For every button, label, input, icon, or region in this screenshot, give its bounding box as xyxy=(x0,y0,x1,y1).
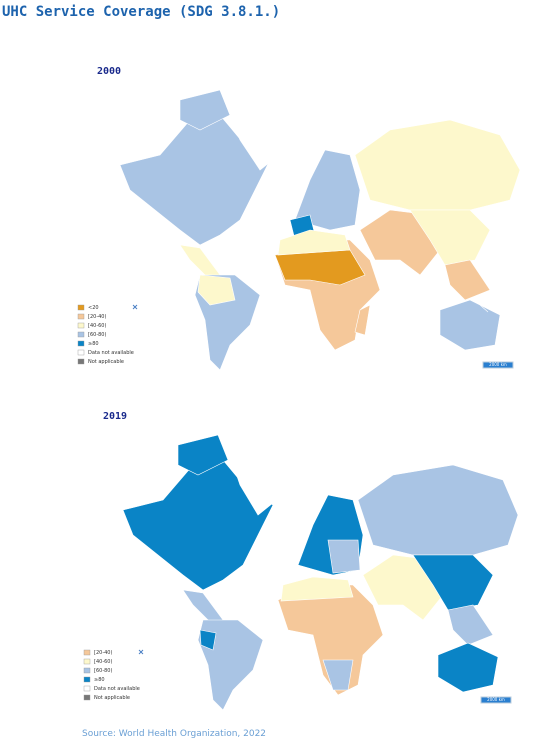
legend-swatch xyxy=(83,667,91,674)
source: Source: World Health Organization, 2022 xyxy=(82,729,267,739)
legend: <20 [20-40) [40-60) [60-80) ≥80 Data not avai… xyxy=(77,304,134,365)
legend-label: ≥80 xyxy=(88,341,99,347)
region xyxy=(412,554,494,611)
title: UHC Service Coverage (SDG 3.8.1.) xyxy=(2,4,281,20)
legend-swatch xyxy=(77,340,85,347)
region xyxy=(277,229,351,256)
region xyxy=(179,89,231,131)
region xyxy=(322,659,354,691)
region xyxy=(177,434,229,476)
region xyxy=(280,576,354,602)
close-icon[interactable] xyxy=(132,304,138,310)
scale-bar xyxy=(482,361,514,369)
region xyxy=(294,149,361,231)
region xyxy=(357,464,519,556)
close-icon[interactable] xyxy=(138,649,144,655)
legend-swatch xyxy=(77,331,85,338)
region xyxy=(199,629,217,651)
x-icon xyxy=(479,304,489,313)
legend-swatch xyxy=(83,658,91,665)
region xyxy=(444,259,491,301)
region xyxy=(437,642,499,693)
legend-swatch xyxy=(83,685,91,692)
region xyxy=(219,79,301,171)
legend: [20-40) [40-60) [60-80) ≥80 Data not availab… xyxy=(83,649,140,701)
legend-swatch xyxy=(77,313,85,320)
scale-label: 2000 km xyxy=(487,697,505,702)
legend-label: [40-60) xyxy=(94,659,112,665)
map-year: 2019 xyxy=(103,411,127,422)
legend-label: [20-40) xyxy=(94,650,112,656)
legend-label: [60-80) xyxy=(88,332,106,338)
legend-swatch xyxy=(77,304,85,311)
legend-label: [60-80) xyxy=(94,668,112,674)
legend-label: Data not available xyxy=(88,350,134,356)
scale-label: 2000 km xyxy=(489,362,507,367)
legend-swatch xyxy=(77,358,85,365)
legend-swatch xyxy=(83,649,91,656)
scale-bar xyxy=(480,696,512,704)
region xyxy=(354,119,521,211)
region xyxy=(222,424,294,516)
legend-label: Not applicable xyxy=(88,359,124,365)
region xyxy=(327,539,361,574)
region xyxy=(362,554,444,621)
legend-label: <20 xyxy=(88,305,99,311)
legend-label: Data not available xyxy=(94,686,140,692)
region xyxy=(354,304,371,336)
legend-label: ≥80 xyxy=(94,677,105,683)
legend-swatch xyxy=(83,676,91,683)
legend-label: [40-60) xyxy=(88,323,106,329)
legend-label: Not applicable xyxy=(94,695,130,701)
region xyxy=(409,209,491,266)
legend-swatch xyxy=(77,322,85,329)
region xyxy=(359,209,441,276)
region xyxy=(197,274,236,306)
legend-swatch xyxy=(83,694,91,701)
legend-label: [20-40) xyxy=(88,314,106,320)
region xyxy=(447,604,494,646)
map-year: 2000 xyxy=(97,66,121,77)
region xyxy=(439,299,501,351)
legend-swatch xyxy=(77,349,85,356)
